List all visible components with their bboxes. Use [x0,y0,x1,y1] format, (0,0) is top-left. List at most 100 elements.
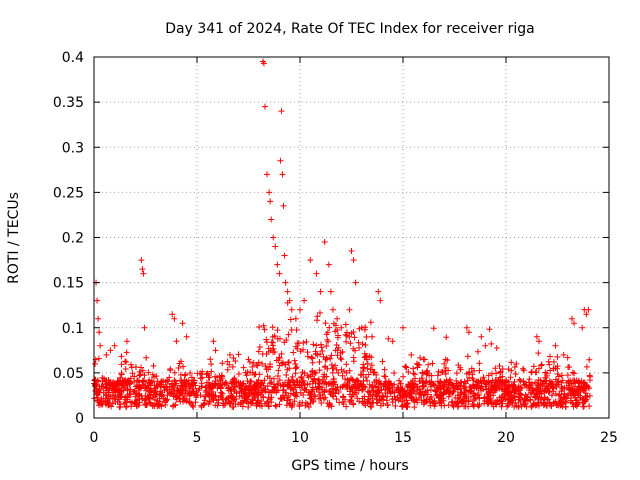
data-point [534,399,541,406]
data-point [265,366,272,373]
data-point [129,370,136,377]
data-point [546,400,553,407]
data-point [334,315,341,322]
data-point [397,380,404,387]
data-point [180,363,187,370]
data-point [313,342,320,349]
data-point [485,372,492,379]
data-point [275,357,282,364]
data-point [140,270,147,277]
data-point [313,317,320,324]
data-point [488,370,495,377]
data-point [335,332,342,339]
data-point [464,353,471,360]
data-point [552,342,559,349]
data-point [126,390,133,397]
data-point [295,340,302,347]
data-point [585,306,592,313]
data-point [561,384,568,391]
y-tick-label: 0.1 [62,321,84,337]
data-point [364,377,371,384]
data-point [239,380,246,387]
data-point [548,392,555,399]
data-point [434,378,441,385]
data-point [187,370,194,377]
data-point [536,391,543,398]
data-point [352,279,359,286]
data-point [385,335,392,342]
data-point [127,361,134,368]
data-point [285,331,292,338]
data-point [516,376,523,383]
data-point [492,365,499,372]
data-point [489,377,496,384]
data-point [235,370,242,377]
data-point [411,404,418,411]
data-point [310,341,317,348]
data-point [95,388,102,395]
data-point [150,362,157,369]
data-point [425,361,432,368]
data-point [250,389,257,396]
data-point [118,361,125,368]
data-point [417,354,424,361]
data-point [493,386,500,393]
data-point [409,384,416,391]
data-point [360,386,367,393]
data-point [269,342,276,349]
data-point [539,380,546,387]
data-point [438,369,445,376]
data-point [297,306,303,313]
data-point [572,394,579,401]
data-point [229,363,236,370]
data-point [506,388,513,395]
data-point [428,394,435,401]
data-point [148,389,155,396]
data-point [268,379,275,386]
data-point [535,338,542,345]
data-point [224,358,231,365]
data-point [316,395,323,402]
data-point [476,367,483,374]
data-point [498,403,505,410]
data-point [235,401,242,408]
data-point [292,315,299,322]
data-point [319,347,326,354]
data-point [465,403,472,410]
data-point [535,350,542,357]
data-point [278,360,285,367]
data-point [134,377,141,384]
data-point [552,390,559,397]
data-point [188,390,195,397]
data-point [151,385,158,392]
data-point [500,379,507,386]
data-point [319,378,326,385]
data-point [309,371,316,378]
data-point [511,378,518,385]
data-point [403,364,410,371]
data-point [422,388,429,395]
data-point [476,360,483,367]
data-point [221,381,228,388]
data-point [370,369,377,376]
data-point [357,380,364,387]
data-point [236,393,243,400]
data-point [528,391,535,398]
data-point [559,377,566,384]
data-point [343,361,350,368]
data-point [410,365,417,372]
data-point [175,388,182,395]
data-point [465,389,472,396]
data-point [486,395,493,402]
data-point [582,393,589,400]
data-point [338,324,345,331]
data-point [457,382,464,389]
data-point [407,379,414,386]
data-point [521,401,528,408]
data-point [463,324,470,331]
data-point [182,371,189,378]
data-point [571,377,578,384]
data-point [352,347,359,354]
data-point [282,279,289,286]
data-point [523,382,530,389]
